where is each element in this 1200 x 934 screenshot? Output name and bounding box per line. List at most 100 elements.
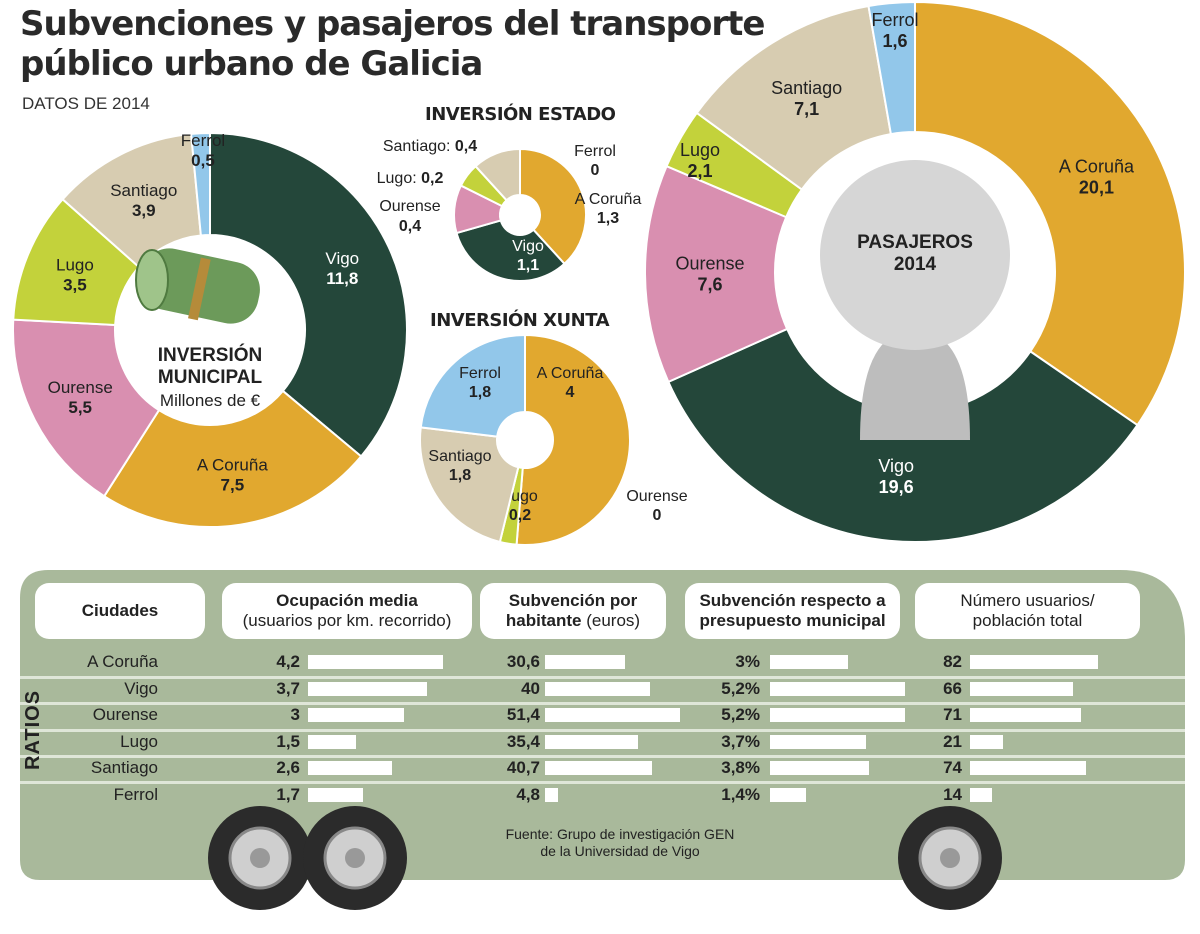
slice-xunta-santiago — [419, 426, 520, 544]
header-subvencion-presupuesto: Subvención respecto a presupuesto municip… — [685, 583, 900, 639]
cell-value: 30,6 — [506, 652, 540, 671]
value-bar — [970, 761, 1086, 775]
value-bar — [970, 734, 1003, 749]
value-bar — [970, 708, 1081, 722]
cell-value: 40 — [521, 678, 540, 698]
city-name: A Coruña — [87, 652, 158, 671]
estado-chart-title: INVERSIÓN ESTADO — [425, 104, 616, 125]
city-name: Vigo — [124, 678, 158, 698]
value-bar — [770, 681, 905, 696]
value-bar — [970, 681, 1074, 696]
city-name: Lugo — [120, 731, 158, 751]
city-name: Santiago — [90, 758, 158, 777]
city-name: Ferrol — [113, 784, 158, 804]
slice-label: A Coruña 20,1 — [1059, 157, 1135, 198]
cell-value: 3,7% — [721, 731, 760, 751]
slice-label: Ferrol 0,5 — [181, 131, 225, 170]
slice-pasajeros-santiago — [695, 4, 893, 191]
value-bar — [308, 761, 392, 775]
value-bar — [970, 655, 1098, 669]
header-label: habitante — [505, 611, 582, 630]
pasajeros-year: 2014 — [893, 254, 937, 275]
value-bar — [545, 787, 558, 802]
slice-label: Santiago 3,9 — [110, 181, 177, 220]
row-divider — [20, 676, 1185, 679]
slice-estado-vigo — [455, 219, 566, 282]
header-label: Número usuarios/ — [960, 591, 1095, 610]
cell-value: 51,4 — [506, 705, 540, 724]
header-sublabel: (usuarios por km. recorrido) — [242, 611, 452, 630]
header-sublabel: (euros) — [586, 611, 641, 630]
cell-value: 66 — [943, 678, 962, 698]
row-divider — [20, 702, 1185, 705]
slice-label: Santiago 7,1 — [771, 78, 842, 119]
header-label: Ciudades — [81, 601, 159, 620]
cell-value: 71 — [943, 705, 962, 724]
header-label: Subvención respecto a — [699, 591, 886, 610]
bus-wheel-icon — [898, 806, 1002, 910]
cell-value: 4,2 — [276, 652, 300, 671]
cell-value: 74 — [943, 758, 962, 777]
cell-value: 3 — [290, 705, 300, 724]
slice-pasajeros-a-coruña — [914, 0, 1187, 427]
value-bar — [308, 708, 405, 722]
bus-wheel-icon — [208, 806, 312, 910]
person-icon — [820, 160, 1010, 440]
slice-label: A Coruña 7,5 — [197, 455, 268, 494]
cell-value: 1,5 — [276, 731, 300, 751]
cell-value: 40,7 — [506, 758, 540, 777]
cell-value: 3,8% — [721, 758, 760, 777]
row-divider — [20, 729, 1185, 732]
page-subtitle: DATOS DE 2014 — [22, 94, 150, 113]
header-ciudades: Ciudades — [35, 583, 205, 639]
slice-xunta-ferrol — [419, 333, 526, 438]
value-bar — [545, 734, 638, 749]
slice-label: Lugo 2,1 — [680, 140, 720, 181]
slice-label: Santiago 1,8 — [428, 448, 491, 484]
value-bar — [308, 681, 427, 696]
row-divider — [20, 755, 1185, 758]
municipal-center-label: INVERSIÓN MUNICIPAL Millones de € — [130, 345, 290, 411]
cell-value: 1,7 — [276, 784, 300, 804]
money-roll-icon — [135, 248, 260, 324]
pasajeros-center-label: PASAJEROS 2014 — [835, 232, 995, 276]
value-bar — [545, 761, 652, 775]
xunta-chart-title: INVERSIÓN XUNTA — [430, 310, 610, 331]
city-name: Ourense — [92, 705, 158, 724]
slice-label: Santiago: 0,4 — [383, 138, 477, 155]
slice-label: Vigo 0 — [641, 445, 673, 481]
header-usuarios: Número usuarios/población total — [915, 583, 1140, 639]
slice-label: Ferrol 1,8 — [459, 365, 501, 401]
cell-value: 82 — [943, 652, 962, 671]
value-bar — [308, 655, 443, 669]
value-bar — [770, 734, 867, 749]
value-bar — [770, 761, 869, 775]
header-label: Subvención por — [508, 591, 638, 610]
municipal-unit: Millones de € — [159, 391, 261, 410]
slice-municipal-a-coruña — [102, 389, 363, 528]
value-bar — [308, 734, 357, 749]
slice-label: Vigo 1,1 — [512, 238, 544, 274]
cell-value: 3% — [735, 652, 760, 671]
slice-label: Ourense 0,4 — [379, 198, 440, 235]
slice-estado-a-coruña — [519, 147, 587, 266]
cell-value: 5,2% — [721, 678, 760, 698]
slice-label: A Coruña 1,3 — [575, 191, 642, 227]
slice-label: Vigo 11,8 — [325, 249, 359, 288]
cell-value: 4,8 — [516, 784, 540, 804]
slice-label: A Coruña 4 — [537, 365, 604, 401]
slice-estado-santiago — [474, 147, 521, 202]
header-subvencion-habitante: Subvención por habitante (euros) — [480, 583, 666, 639]
value-bar — [308, 787, 363, 802]
slice-label: Ourense 5,5 — [48, 378, 113, 417]
source-line: de la Universidad de Vigo — [540, 843, 700, 859]
cell-value: 1,4% — [721, 784, 760, 804]
row-divider — [20, 781, 1185, 784]
value-bar — [970, 787, 992, 802]
slice-label: Ourense 0 — [626, 488, 687, 524]
slice-label: Lugo 3,5 — [56, 256, 94, 295]
slice-municipal-vigo — [209, 131, 408, 458]
header-label: población total — [972, 611, 1083, 630]
